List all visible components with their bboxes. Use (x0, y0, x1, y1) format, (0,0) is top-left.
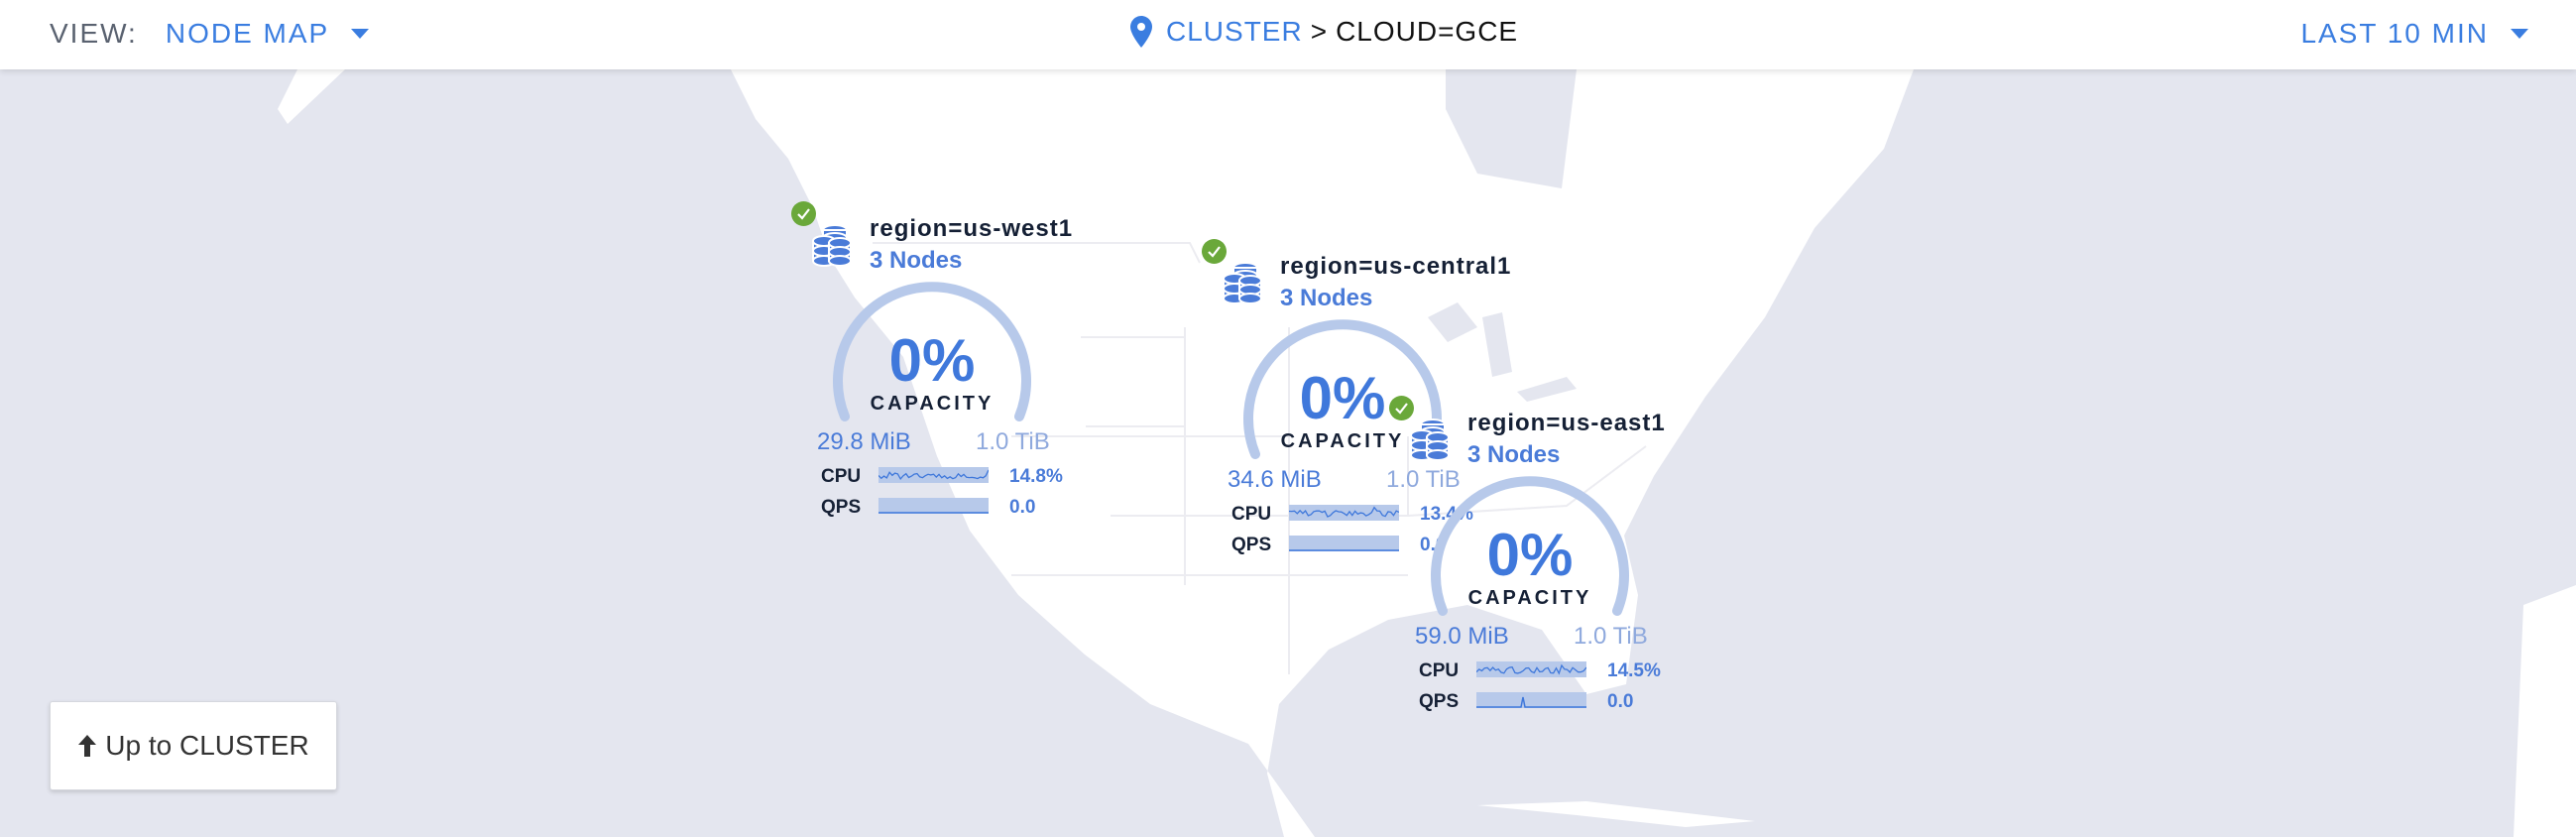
view-label: VIEW: (50, 18, 138, 49)
check-circle-icon (1202, 239, 1227, 264)
cpu-value: 14.5% (1607, 660, 1661, 681)
region-us-west1[interactable]: region=us-west1 3 Nodes 0% CAPACITY 29.8… (791, 201, 1089, 529)
qps-value: 0.0 (1607, 691, 1634, 712)
qps-label: QPS (1231, 535, 1272, 555)
node-count[interactable]: 3 Nodes (1467, 441, 1561, 468)
capacity-label: CAPACITY (870, 393, 995, 415)
qps-label: QPS (1419, 691, 1460, 712)
node-count[interactable]: 3 Nodes (870, 247, 963, 274)
great-lake (1482, 312, 1512, 377)
database-icon (1223, 262, 1262, 304)
qps-sparkline (1476, 692, 1586, 708)
cpu-value: 14.8% (1009, 466, 1063, 487)
cuba-land (1477, 801, 1755, 827)
database-icon (1410, 418, 1450, 461)
time-range-selector[interactable]: LAST 10 MIN (2300, 18, 2528, 50)
capacity-percent: 0% (888, 327, 976, 394)
gauge-track (1431, 476, 1629, 616)
island-land (278, 69, 345, 124)
capacity-percent: 0% (1299, 365, 1386, 431)
up-to-cluster-button[interactable]: Up to CLUSTER (50, 701, 337, 790)
breadcrumb-current: CLOUD=GCE (1336, 16, 1519, 47)
cpu-label: CPU (821, 466, 862, 487)
capacity-used: 59.0 MiB (1415, 623, 1509, 650)
capacity-gauge (833, 282, 1031, 421)
region-name[interactable]: region=us-central1 (1280, 253, 1512, 280)
qps-sparkline (1289, 536, 1399, 551)
cpu-label: CPU (1419, 660, 1460, 681)
cpu-sparkline (878, 467, 989, 483)
qps-label: QPS (821, 497, 862, 518)
capacity-total: 1.0 TiB (1386, 466, 1461, 493)
capacity-label: CAPACITY (1280, 430, 1405, 452)
capacity-gauge (1243, 319, 1442, 459)
capacity-label: CAPACITY (1467, 587, 1592, 609)
arrow-up-icon (78, 735, 97, 757)
capacity-percent: 0% (1486, 522, 1574, 588)
up-button-label: Up to CLUSTER (105, 730, 309, 761)
qps-value: 0.0 (1009, 497, 1036, 518)
check-circle-icon (791, 201, 816, 226)
breadcrumb-separator: > (1310, 16, 1329, 47)
greenland-land (2514, 585, 2576, 837)
great-lake (1428, 302, 1477, 342)
top-bar: VIEW: NODE MAP CLUSTER > CLOUD=GCE LAST … (0, 0, 2576, 69)
breadcrumb-cluster-link[interactable]: CLUSTER (1166, 16, 1303, 47)
cpu-sparkline (1289, 505, 1399, 521)
cpu-sparkline (1476, 661, 1586, 677)
view-selector[interactable]: VIEW: NODE MAP (50, 18, 370, 50)
time-range-label[interactable]: LAST 10 MIN (2300, 18, 2489, 49)
capacity-total: 1.0 TiB (976, 428, 1050, 455)
capacity-gauge (1431, 476, 1629, 616)
check-circle-icon (1389, 396, 1414, 420)
cpu-label: CPU (1231, 504, 1272, 525)
database-icon (812, 224, 852, 267)
map-pin-icon (1130, 16, 1152, 48)
caret-down-icon[interactable] (351, 29, 370, 39)
hudson-bay (1446, 69, 1577, 188)
region-us-east1[interactable]: region=us-east1 3 Nodes 0% CAPACITY 59.0… (1389, 396, 1687, 723)
caret-down-icon[interactable] (2511, 29, 2528, 39)
region-name[interactable]: region=us-east1 (1467, 410, 1666, 436)
region-name[interactable]: region=us-west1 (870, 215, 1074, 242)
north-america-land (731, 69, 1914, 837)
view-dropdown[interactable]: NODE MAP (165, 18, 330, 49)
breadcrumb: CLUSTER > CLOUD=GCE (1130, 16, 1518, 48)
qps-sparkline (878, 498, 989, 514)
gauge-track (1243, 319, 1442, 459)
node-count[interactable]: 3 Nodes (1280, 285, 1373, 311)
capacity-used: 29.8 MiB (817, 428, 911, 455)
capacity-total: 1.0 TiB (1574, 623, 1648, 650)
capacity-used: 34.6 MiB (1228, 466, 1322, 493)
great-lake (1517, 377, 1577, 402)
gauge-track (833, 282, 1031, 421)
